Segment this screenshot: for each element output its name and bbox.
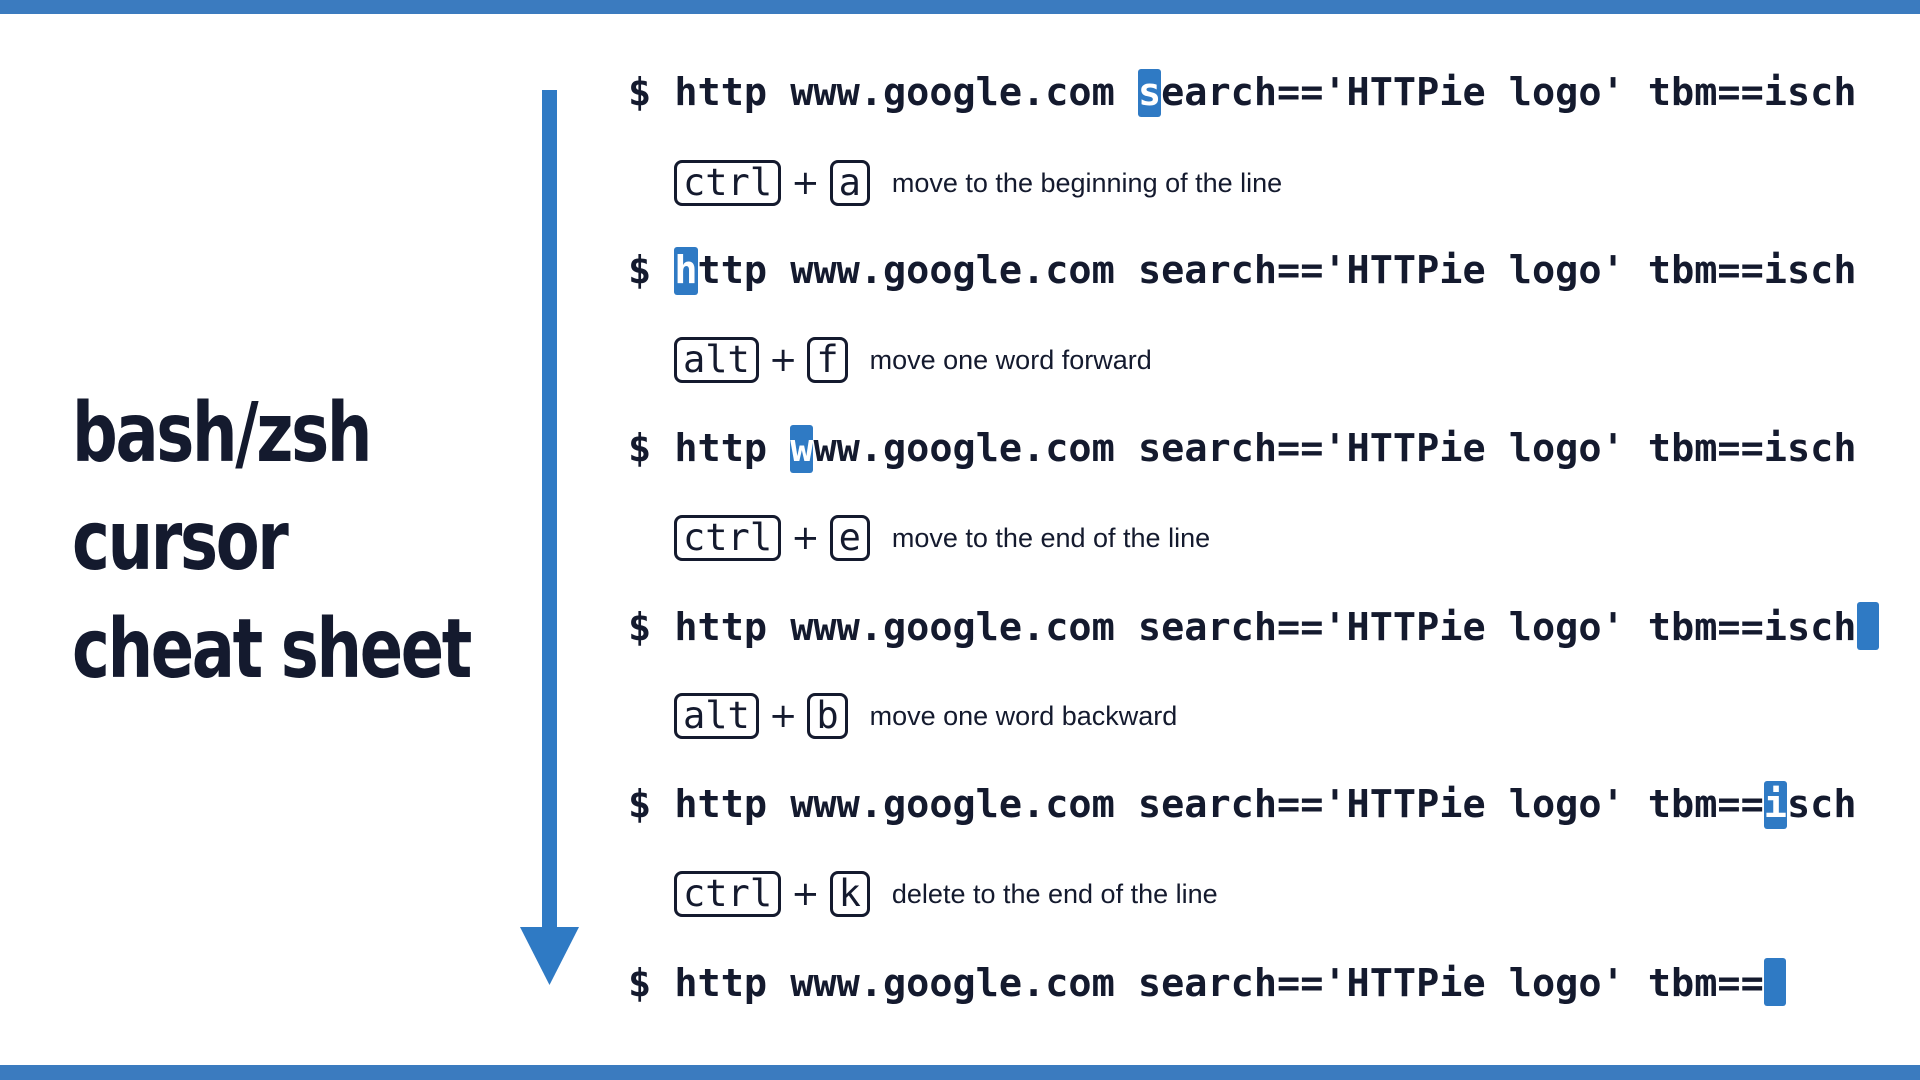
modifier-key: ctrl bbox=[674, 160, 782, 206]
command-text-before: $ http www.google.com search=='HTTPie lo… bbox=[628, 782, 1764, 827]
modifier-key: alt bbox=[674, 337, 759, 383]
plus-sign: + bbox=[768, 696, 798, 736]
shortcut-row: alt + b move one word backward bbox=[674, 690, 1177, 742]
modifier-key: alt bbox=[674, 693, 759, 739]
page-title: bash/zsh cursor cheat sheet bbox=[72, 380, 492, 704]
command-text-before: $ http bbox=[628, 426, 791, 471]
title-line-1: bash/zsh bbox=[72, 386, 372, 481]
down-arrow-icon bbox=[520, 90, 579, 985]
cursor-highlight: w bbox=[790, 425, 814, 473]
command-line: $ http www.google.com search=='HTTPie lo… bbox=[628, 246, 1857, 296]
letter-key: f bbox=[807, 337, 848, 383]
title-line-3: cheat sheet bbox=[72, 602, 472, 697]
shortcut-row: ctrl + a move to the beginning of the li… bbox=[674, 157, 1282, 209]
plus-sign: + bbox=[768, 340, 798, 380]
command-text-after: ttp www.google.com search=='HTTPie logo'… bbox=[697, 248, 1857, 293]
command-line: $ http www.google.com search=='HTTPie lo… bbox=[628, 424, 1857, 474]
plus-sign: + bbox=[791, 518, 820, 558]
cursor-block bbox=[1856, 602, 1879, 650]
command-text-before: $ http www.google.com bbox=[628, 70, 1138, 115]
command-text-before: $ http www.google.com search=='HTTPie lo… bbox=[628, 961, 1764, 1006]
cursor-block bbox=[1763, 958, 1786, 1006]
bottom-accent-bar bbox=[0, 1065, 1920, 1080]
shortcut-description: delete to the end of the line bbox=[891, 878, 1218, 909]
cursor-highlight: s bbox=[1137, 69, 1162, 117]
letter-key: a bbox=[829, 160, 870, 206]
modifier-key: ctrl bbox=[674, 515, 782, 561]
shortcut-description: move to the end of the line bbox=[891, 522, 1211, 553]
shortcut-row: alt + f move one word forward bbox=[674, 334, 1152, 386]
shortcut-row: ctrl + k delete to the end of the line bbox=[674, 868, 1218, 920]
command-line: $ http www.google.com search=='HTTPie lo… bbox=[628, 602, 1879, 652]
cursor-highlight: h bbox=[674, 247, 698, 295]
command-text-after: earch=='HTTPie logo' tbm==isch bbox=[1161, 70, 1857, 115]
command-text-before: $ http www.google.com search=='HTTPie lo… bbox=[628, 605, 1857, 650]
command-text-after: ww.google.com search=='HTTPie logo' tbm=… bbox=[813, 426, 1857, 471]
shortcut-description: move one word backward bbox=[869, 700, 1178, 731]
letter-key: k bbox=[829, 871, 870, 917]
top-accent-bar bbox=[0, 0, 1920, 14]
shortcut-description: move to the beginning of the line bbox=[891, 167, 1283, 198]
shortcut-description: move one word forward bbox=[869, 344, 1152, 375]
title-line-2: cursor bbox=[72, 494, 289, 589]
plus-sign: + bbox=[791, 163, 820, 203]
command-line: $ http www.google.com search=='HTTPie lo… bbox=[628, 68, 1857, 118]
letter-key: b bbox=[807, 693, 848, 739]
plus-sign: + bbox=[791, 874, 820, 914]
modifier-key: ctrl bbox=[674, 871, 782, 917]
cursor-highlight: i bbox=[1763, 781, 1787, 829]
command-text-after: sch bbox=[1786, 782, 1857, 827]
letter-key: e bbox=[829, 515, 870, 561]
command-line: $ http www.google.com search=='HTTPie lo… bbox=[628, 958, 1786, 1008]
command-line: $ http www.google.com search=='HTTPie lo… bbox=[628, 780, 1857, 830]
command-text-before: $ bbox=[628, 248, 675, 293]
shortcut-row: ctrl + e move to the end of the line bbox=[674, 512, 1210, 564]
